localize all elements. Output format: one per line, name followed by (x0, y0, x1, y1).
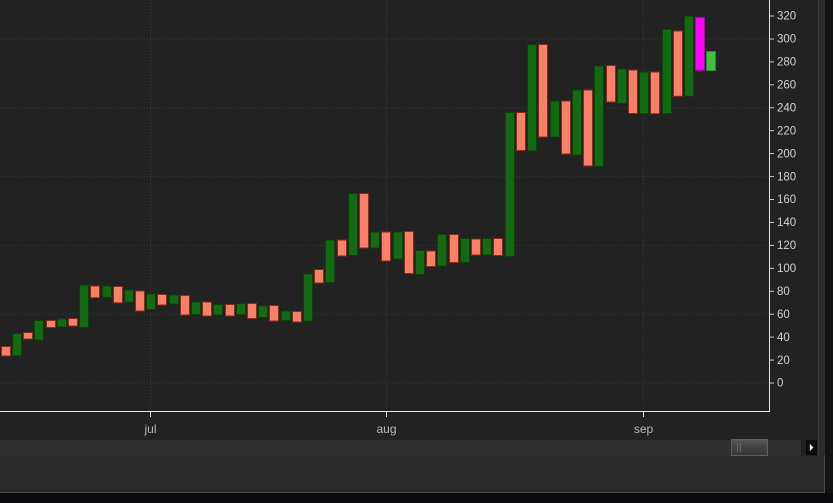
svg-text:aug: aug (376, 422, 396, 436)
svg-text:20: 20 (777, 355, 790, 367)
svg-text:160: 160 (777, 194, 796, 206)
svg-text:0: 0 (777, 378, 783, 390)
svg-text:200: 200 (777, 148, 796, 160)
svg-text:300: 300 (777, 34, 796, 46)
svg-text:80: 80 (777, 286, 790, 298)
svg-text:240: 240 (777, 103, 796, 115)
svg-text:jul: jul (143, 422, 156, 436)
svg-text:140: 140 (777, 217, 796, 229)
svg-text:220: 220 (777, 125, 796, 137)
svg-text:100: 100 (777, 263, 796, 275)
svg-text:40: 40 (777, 332, 790, 344)
svg-text:120: 120 (777, 240, 796, 252)
svg-text:60: 60 (777, 309, 790, 321)
svg-text:320: 320 (777, 11, 796, 23)
svg-text:260: 260 (777, 80, 796, 92)
svg-text:180: 180 (777, 171, 796, 183)
svg-text:280: 280 (777, 57, 796, 69)
svg-text:sep: sep (634, 422, 654, 436)
